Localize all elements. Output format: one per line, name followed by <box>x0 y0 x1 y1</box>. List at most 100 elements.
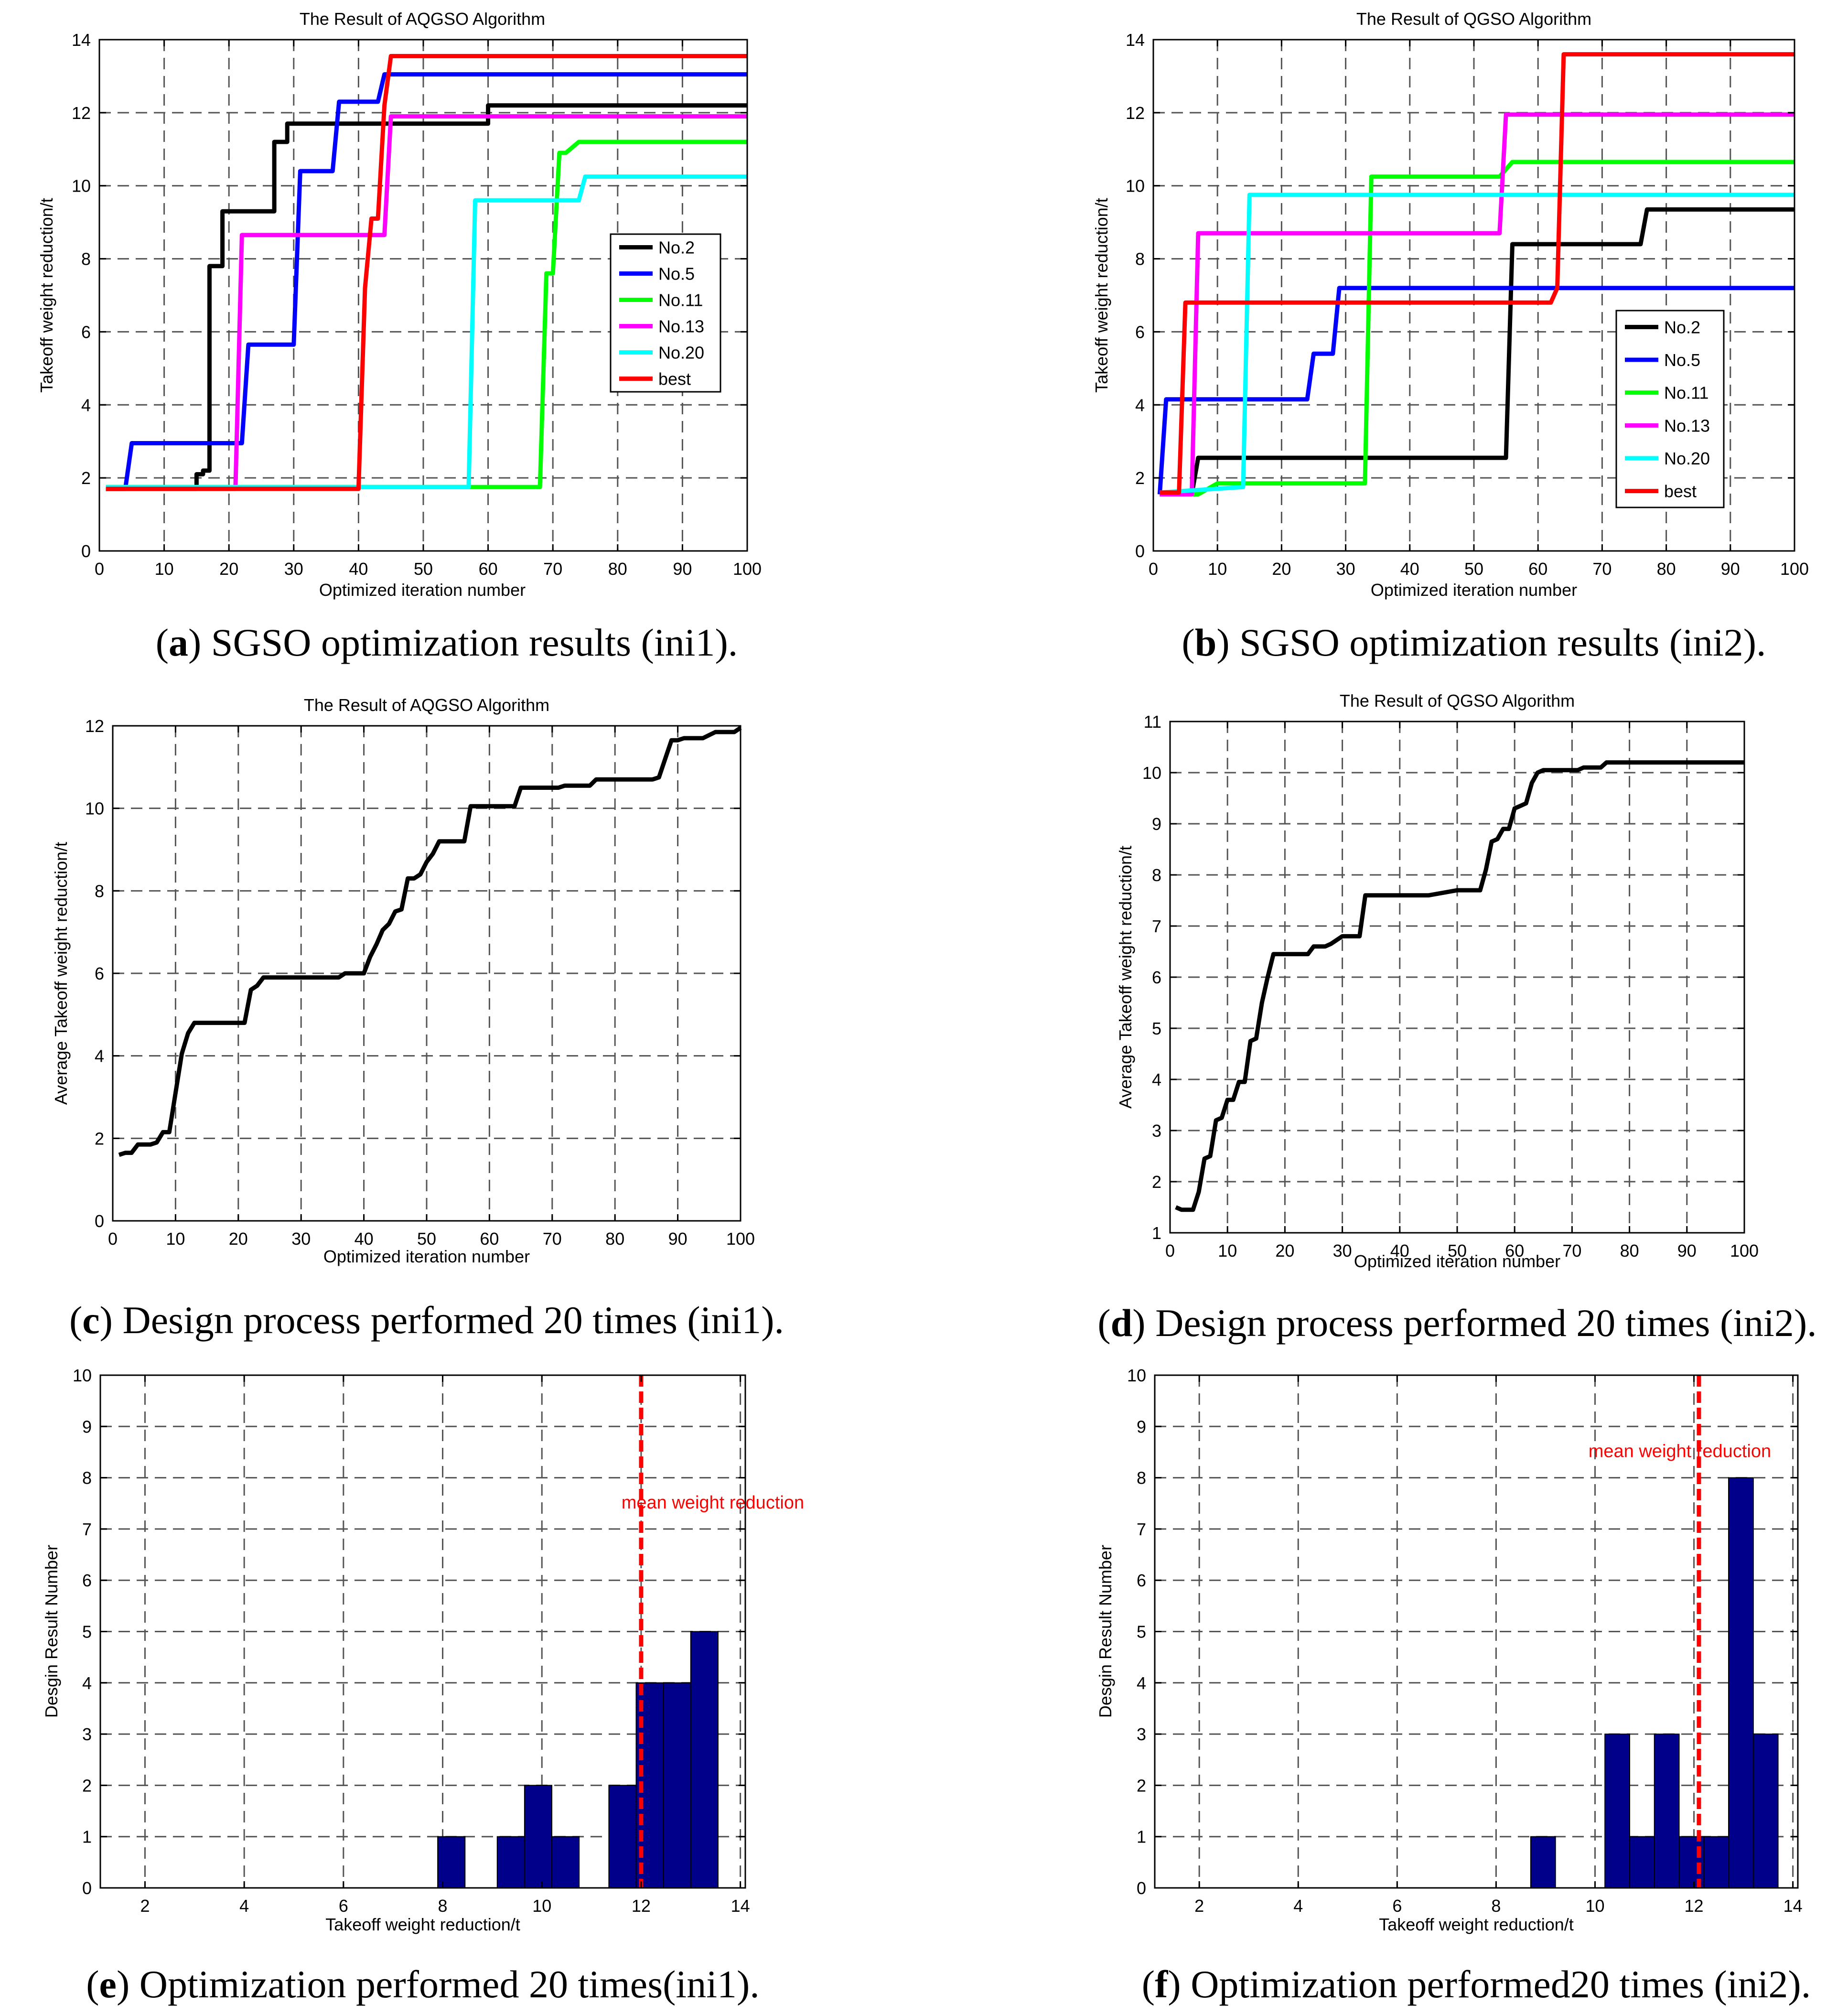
histogram-bar <box>496 1836 525 1888</box>
x-tick-label: 50 <box>417 1229 436 1249</box>
x-tick-label: 90 <box>668 1229 688 1249</box>
panel-a: 0 10 20 30 40 50 60 70 80 90 100 0 2 4 6 8 10 12 14 The Res… <box>37 9 762 664</box>
y-tick-label: 0 <box>81 541 91 561</box>
series-line-best <box>1160 52 1794 495</box>
caption: (c) Design process performed 20 times (i… <box>69 1298 784 1342</box>
x-tick-label: 70 <box>1592 559 1612 579</box>
mean-label: mean weight reduction <box>622 1493 804 1513</box>
x-tick-label: 100 <box>1730 1241 1759 1261</box>
histogram-bar <box>524 1785 553 1888</box>
chart-title: The Result of AQGSO Algorithm <box>300 9 545 29</box>
x-tick-label: 30 <box>1333 1241 1352 1261</box>
series-line-average <box>118 726 742 1157</box>
x-tick-label: 20 <box>1275 1241 1294 1261</box>
x-tick-label: 70 <box>543 1229 562 1249</box>
series-line-no11 <box>106 140 747 489</box>
x-tick-label: 30 <box>284 559 303 579</box>
x-tick-label: 0 <box>1149 559 1158 579</box>
y-tick-label: 9 <box>82 1417 92 1436</box>
x-tick-label: 2 <box>140 1896 150 1916</box>
y-tick-label: 8 <box>81 249 91 269</box>
x-tick-label: 10 <box>1218 1241 1237 1261</box>
histogram-bar <box>1530 1836 1556 1888</box>
caption-text: Design process performed 20 times (ini1)… <box>122 1298 784 1342</box>
y-tick-label: 5 <box>82 1622 92 1642</box>
y-axis-label: Takeoff weight reduction/t <box>1092 198 1111 393</box>
y-tick-label: 2 <box>1152 1172 1161 1192</box>
x-tick-label: 30 <box>291 1229 311 1249</box>
caption: (d) Design process performed 20 times (i… <box>1097 1301 1816 1345</box>
y-tick-label: 4 <box>1137 1673 1146 1693</box>
y-tick-label: 0 <box>1137 1878 1146 1898</box>
x-tick-label: 14 <box>731 1896 750 1916</box>
y-axis-label: Desgin Result Number <box>1096 1545 1115 1718</box>
x-tick-label: 10 <box>166 1229 185 1249</box>
caption-letter: e <box>99 1962 117 2006</box>
legend-label: No.2 <box>658 238 695 258</box>
y-tick-label: 1 <box>1137 1827 1146 1847</box>
x-tick-label: 90 <box>1677 1241 1697 1261</box>
legend-label: No.2 <box>1664 317 1700 337</box>
caption-paren-close: ) <box>1168 1962 1191 2006</box>
x-tick-label: 8 <box>1491 1896 1501 1916</box>
histogram-bar <box>1703 1836 1730 1888</box>
caption-letter: d <box>1111 1301 1133 1345</box>
y-tick-label: 4 <box>81 395 91 415</box>
series-line-no2 <box>106 103 747 491</box>
x-tick-label: 80 <box>1657 559 1676 579</box>
x-tick-label: 20 <box>1272 559 1291 579</box>
x-tick-label: 70 <box>1562 1241 1581 1261</box>
x-tick-label: 80 <box>1620 1241 1639 1261</box>
x-tick-label: 90 <box>673 559 692 579</box>
legend-label: No.13 <box>658 317 704 336</box>
x-tick-label: 60 <box>480 1229 499 1249</box>
caption: (b) SGSO optimization results (ini2). <box>1182 621 1766 664</box>
x-tick-label: 80 <box>605 1229 624 1249</box>
x-tick-label: 10 <box>155 559 174 579</box>
y-tick-label: 6 <box>1137 1571 1146 1590</box>
panel-c: 0 10 20 30 40 50 60 70 80 90 100 0 2 4 6 8 10 12 The Resul… <box>51 695 784 1342</box>
y-tick-label: 14 <box>1126 30 1145 50</box>
caption-text: Design process performed 20 times (ini2)… <box>1155 1301 1817 1345</box>
y-axis-label: Average Takeoff weight reduction/t <box>1116 846 1135 1109</box>
y-tick-label: 12 <box>1126 103 1145 123</box>
y-tick-label: 6 <box>81 322 91 342</box>
y-tick-label: 10 <box>1126 176 1145 196</box>
x-tick-label: 50 <box>414 559 433 579</box>
x-tick-label: 20 <box>229 1229 248 1249</box>
y-tick-label: 1 <box>82 1827 92 1847</box>
x-tick-label: 20 <box>219 559 238 579</box>
caption: (e) Optimization performed 20 times(ini1… <box>86 1962 760 2006</box>
x-tick-label: 40 <box>1400 559 1419 579</box>
y-tick-label: 12 <box>85 716 104 736</box>
series-line-no11 <box>1160 160 1794 496</box>
panel-b: 0 10 20 30 40 50 60 70 80 90 100 0 2 4 6 8 10 12 14 The Res… <box>1092 9 1809 664</box>
x-tick-label: 10 <box>532 1896 551 1916</box>
x-tick-label: 60 <box>479 559 498 579</box>
chart-title: The Result of AQGSO Algorithm <box>304 695 549 715</box>
y-tick-label: 2 <box>1137 1776 1146 1795</box>
histogram-bar <box>1752 1734 1779 1889</box>
series-line-average <box>1175 760 1744 1212</box>
legend-box <box>1615 310 1725 508</box>
caption: (f) Optimization performed20 times (ini2… <box>1142 1962 1811 2006</box>
y-tick-label: 8 <box>1137 1468 1146 1488</box>
y-tick-label: 6 <box>82 1571 92 1590</box>
y-tick-label: 6 <box>1152 968 1161 987</box>
y-tick-label: 2 <box>95 1129 104 1148</box>
y-tick-label: 8 <box>1135 249 1145 269</box>
caption-letter: f <box>1155 1962 1169 2006</box>
caption-paren-close: ) <box>1216 621 1239 664</box>
y-tick-label: 11 <box>1144 712 1161 732</box>
y-tick-label: 0 <box>95 1211 104 1231</box>
y-tick-label: 10 <box>73 1366 92 1385</box>
histogram-bar <box>690 1631 719 1888</box>
x-tick-label: 6 <box>339 1896 348 1916</box>
x-tick-label: 50 <box>1448 1241 1467 1261</box>
series-line-no20 <box>1160 193 1794 495</box>
y-tick-label: 3 <box>1152 1121 1161 1141</box>
x-tick-label: 0 <box>1165 1241 1175 1261</box>
legend-box <box>610 233 721 393</box>
